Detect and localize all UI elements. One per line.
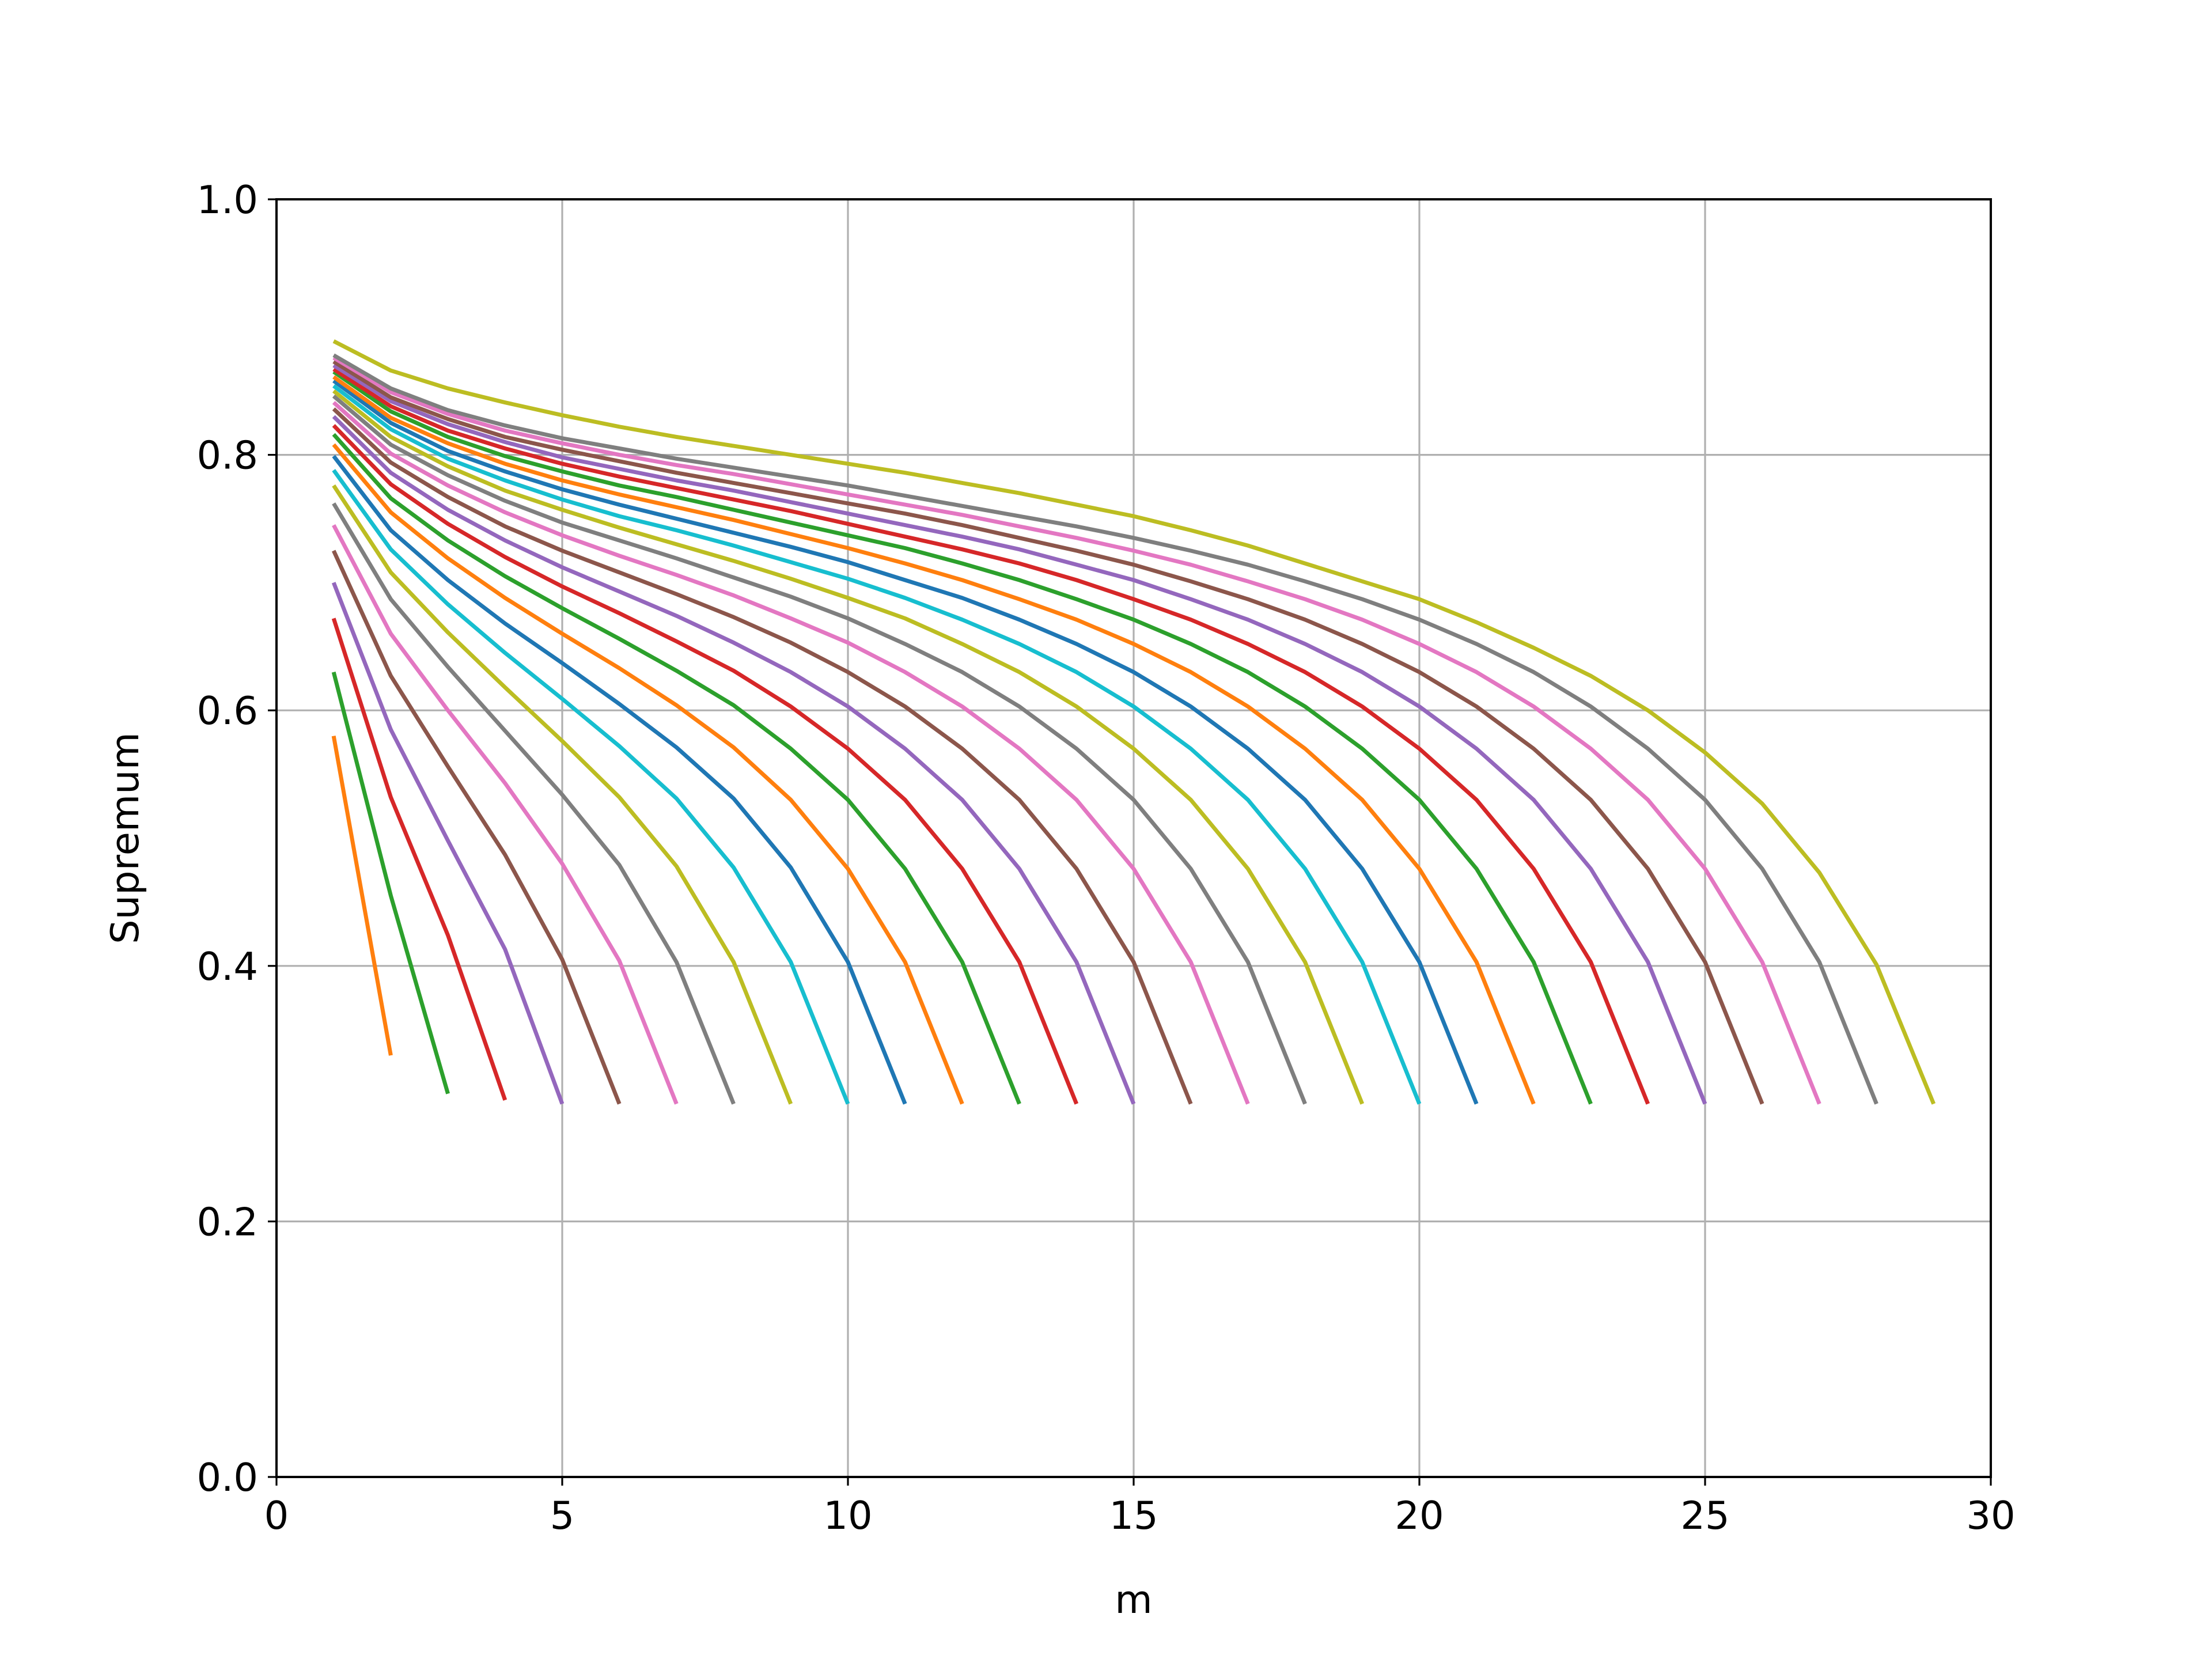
series-line-14 xyxy=(332,415,1136,1105)
x-tick-label: 0 xyxy=(264,1493,289,1538)
series-line-27 xyxy=(332,353,1878,1105)
series-line-10 xyxy=(332,454,907,1105)
series-line-22 xyxy=(332,370,1593,1105)
series-line-18 xyxy=(332,389,1365,1105)
series-line-21 xyxy=(332,375,1536,1105)
x-tick-label: 15 xyxy=(1109,1493,1158,1538)
series-line-17 xyxy=(332,394,1307,1105)
x-tick-label: 25 xyxy=(1680,1493,1729,1538)
series-line-4 xyxy=(331,582,565,1105)
series-line-1 xyxy=(331,735,393,1056)
series-line-28 xyxy=(332,339,1936,1105)
y-tick-label: 0.0 xyxy=(196,1455,258,1500)
series-line-15 xyxy=(332,407,1193,1105)
y-tick-label: 1.0 xyxy=(196,177,258,222)
x-tick-label: 20 xyxy=(1395,1493,1444,1538)
y-tick-label: 0.6 xyxy=(196,688,258,733)
series-line-19 xyxy=(332,384,1422,1105)
series-line-9 xyxy=(332,469,850,1105)
series-lines xyxy=(331,339,1936,1105)
series-line-24 xyxy=(332,363,1707,1105)
y-axis-label: Supremum xyxy=(103,732,147,944)
x-tick-label: 30 xyxy=(1966,1493,2015,1538)
series-line-11 xyxy=(332,443,964,1105)
series-line-3 xyxy=(331,618,507,1101)
series-line-25 xyxy=(332,359,1764,1105)
y-tick-label: 0.2 xyxy=(196,1199,258,1244)
series-line-12 xyxy=(332,433,1021,1105)
x-tick-label: 5 xyxy=(550,1493,575,1538)
series-line-23 xyxy=(332,368,1650,1105)
y-tick-label: 0.4 xyxy=(196,944,258,989)
series-line-6 xyxy=(332,524,679,1105)
series-line-20 xyxy=(332,379,1479,1105)
series-line-13 xyxy=(332,424,1079,1105)
series-line-2 xyxy=(331,671,450,1094)
x-tick-label: 10 xyxy=(823,1493,872,1538)
series-line-26 xyxy=(332,356,1821,1105)
y-axis-ticks: 0.0 0.2 0.4 0.6 0.8 1.0 xyxy=(196,177,276,1500)
x-axis-label: m xyxy=(1115,1577,1152,1622)
series-line-7 xyxy=(332,502,736,1105)
x-axis-ticks: 0 5 10 15 20 25 30 xyxy=(264,1477,2016,1538)
series-line-16 xyxy=(332,401,1250,1105)
y-tick-label: 0.8 xyxy=(196,433,258,478)
series-line-5 xyxy=(332,550,622,1105)
series-line-8 xyxy=(332,484,793,1105)
